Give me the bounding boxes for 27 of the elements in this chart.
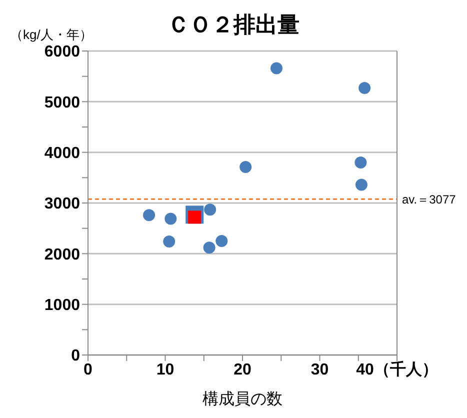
y-axis-title: （kg/人・年） [10, 26, 92, 44]
y-tick-label: 1000 [44, 297, 80, 314]
y-tick-label: 2000 [44, 246, 80, 264]
y-tick-label: 4000 [44, 145, 80, 162]
point [203, 242, 216, 254]
ref-line-label: av.＝3077 [402, 192, 456, 206]
y-tick-label: 5000 [44, 94, 80, 112]
x-tick-label: 0 [84, 361, 93, 378]
point [164, 212, 177, 225]
x-tick-label: 30 [310, 361, 329, 378]
point [270, 62, 282, 74]
y-tick-label: 6000 [44, 44, 80, 61]
x-axis-title: 構成員の数 [202, 390, 282, 408]
point [143, 209, 156, 222]
point [355, 178, 368, 191]
point [240, 161, 252, 174]
x-tick-label: 20 [234, 361, 252, 378]
y-tick-label: 0 [71, 348, 80, 365]
point [216, 235, 228, 247]
point [204, 204, 216, 216]
x-tick-label: 10 [156, 361, 174, 378]
chart-title: ＣＯ２排出量 [168, 12, 300, 37]
y-tick-label: 3000 [44, 196, 80, 213]
x-tick-label: 40（千人） [356, 360, 438, 378]
point [163, 236, 176, 248]
point [354, 156, 367, 168]
point [358, 82, 371, 94]
